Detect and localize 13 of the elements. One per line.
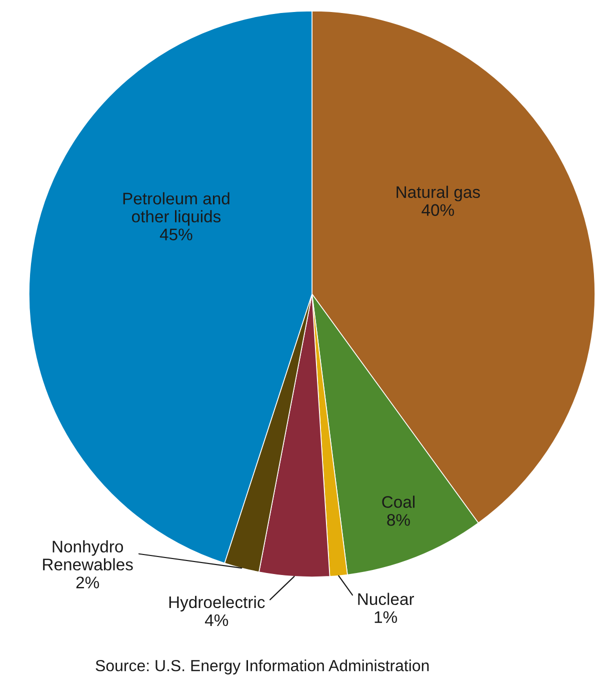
data-label: 40%: [422, 204, 454, 216]
data-label: 2%: [76, 576, 100, 588]
source-note: Source: U.S. Energy Information Administration: [96, 660, 429, 674]
slice-label: Coal: [382, 496, 414, 508]
data-label: 1%: [374, 611, 398, 623]
data-label: 8%: [387, 514, 410, 526]
slice-label: Petroleum and other liquids: [123, 192, 230, 226]
slice-label: Hydroelectric: [169, 596, 265, 612]
slice-label: Natural gas: [396, 186, 480, 202]
data-label: 4%: [204, 614, 228, 626]
slice-label: Nuclear: [358, 592, 414, 606]
data-label: 45%: [160, 228, 192, 240]
slice-label: Nonhydro Renewables: [43, 540, 133, 570]
